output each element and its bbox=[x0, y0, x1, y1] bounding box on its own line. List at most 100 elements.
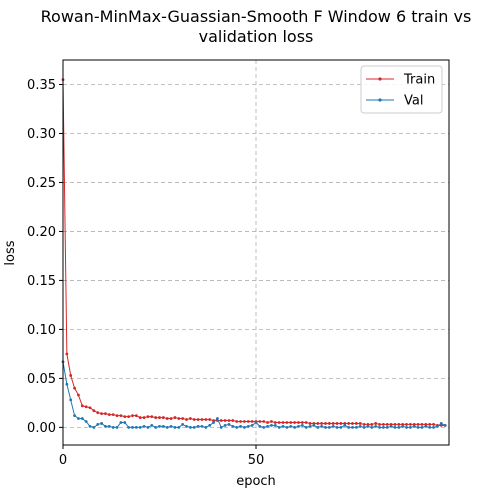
data-point bbox=[270, 424, 273, 427]
data-point bbox=[192, 418, 196, 421]
legend-box bbox=[360, 65, 443, 114]
data-point bbox=[370, 423, 374, 426]
data-point bbox=[131, 425, 134, 429]
legend-marker-train bbox=[378, 77, 382, 81]
data-point bbox=[243, 420, 246, 423]
data-point bbox=[80, 417, 84, 420]
data-point bbox=[107, 413, 111, 417]
data-point bbox=[428, 423, 432, 426]
data-point bbox=[165, 417, 169, 420]
grid bbox=[62, 60, 449, 445]
data-point bbox=[409, 425, 412, 429]
data-point bbox=[374, 424, 378, 428]
data-point bbox=[381, 425, 385, 429]
data-point bbox=[219, 425, 223, 429]
data-point bbox=[185, 418, 188, 421]
data-point bbox=[374, 422, 378, 425]
data-point bbox=[239, 420, 242, 423]
data-point bbox=[177, 425, 181, 429]
data-point bbox=[397, 425, 401, 429]
data-point bbox=[385, 425, 389, 429]
title-line-2: validation loss bbox=[199, 27, 314, 46]
data-point bbox=[343, 422, 347, 425]
data-point bbox=[235, 425, 239, 429]
data-point bbox=[397, 423, 401, 426]
data-point bbox=[335, 425, 339, 429]
data-point bbox=[293, 421, 296, 424]
data-point bbox=[146, 415, 150, 418]
data-point bbox=[131, 414, 134, 418]
data-point bbox=[266, 424, 269, 428]
data-point bbox=[366, 423, 370, 426]
y-axis-ticks: 0.00 0.05 0.10 0.15 0.20 0.25 0.30 0.35 bbox=[27, 78, 63, 436]
data-point bbox=[77, 393, 80, 397]
data-point bbox=[409, 423, 412, 426]
data-point bbox=[173, 416, 177, 419]
data-point bbox=[88, 406, 92, 410]
x-tick-label: 50 bbox=[248, 453, 265, 468]
data-point bbox=[331, 422, 335, 425]
data-point bbox=[177, 417, 181, 420]
data-point bbox=[161, 416, 165, 419]
data-point bbox=[320, 422, 324, 425]
data-point bbox=[381, 423, 385, 426]
data-point bbox=[428, 425, 432, 429]
data-point bbox=[339, 425, 343, 429]
series-line-val bbox=[62, 361, 446, 429]
series-group bbox=[61, 78, 447, 429]
data-point bbox=[412, 424, 416, 428]
data-point bbox=[208, 418, 212, 421]
data-point bbox=[239, 424, 242, 428]
chart-title: Rowan-MinMax-Guassian-Smooth F Window 6 … bbox=[41, 7, 472, 46]
data-point bbox=[96, 423, 100, 426]
data-point bbox=[432, 425, 435, 429]
data-point bbox=[285, 425, 289, 429]
y-tick-label: 0.05 bbox=[27, 372, 56, 387]
data-point bbox=[343, 424, 347, 427]
series-train bbox=[61, 78, 447, 427]
data-point bbox=[401, 423, 405, 426]
data-point bbox=[84, 420, 88, 423]
data-point bbox=[169, 424, 173, 428]
data-point bbox=[92, 409, 96, 413]
data-point bbox=[196, 424, 200, 428]
data-point bbox=[297, 424, 300, 428]
title-line-1: Rowan-MinMax-Guassian-Smooth F Window 6 … bbox=[41, 7, 472, 26]
data-point bbox=[181, 423, 185, 426]
data-point bbox=[204, 418, 208, 421]
data-point bbox=[185, 424, 188, 428]
legend-marker-val bbox=[378, 98, 382, 102]
data-point bbox=[127, 415, 131, 418]
data-point bbox=[88, 424, 92, 428]
data-point bbox=[200, 424, 204, 428]
data-point bbox=[358, 424, 362, 428]
data-point bbox=[208, 424, 212, 427]
data-point bbox=[100, 422, 103, 425]
data-point bbox=[73, 414, 76, 418]
data-point bbox=[134, 414, 138, 418]
data-point bbox=[416, 425, 420, 429]
data-point bbox=[243, 425, 246, 429]
data-point bbox=[227, 423, 231, 426]
data-point bbox=[223, 424, 227, 427]
data-point bbox=[111, 413, 115, 417]
data-point bbox=[389, 424, 393, 428]
data-point bbox=[389, 423, 393, 426]
y-tick-label: 0.00 bbox=[27, 421, 56, 436]
series-line-train bbox=[62, 79, 446, 426]
data-point bbox=[223, 419, 227, 422]
data-point bbox=[158, 424, 161, 428]
x-tick-label: 0 bbox=[59, 453, 67, 468]
data-point bbox=[354, 422, 358, 425]
data-point bbox=[420, 425, 424, 429]
x-axis-label: epoch bbox=[236, 474, 276, 489]
data-point bbox=[362, 423, 366, 426]
data-point bbox=[308, 424, 312, 428]
data-point bbox=[192, 425, 196, 429]
data-point bbox=[262, 425, 266, 429]
data-point bbox=[123, 415, 127, 418]
data-point bbox=[339, 422, 343, 425]
data-point bbox=[424, 424, 428, 428]
legend-label-train: Train bbox=[403, 73, 435, 88]
data-point bbox=[277, 421, 281, 424]
